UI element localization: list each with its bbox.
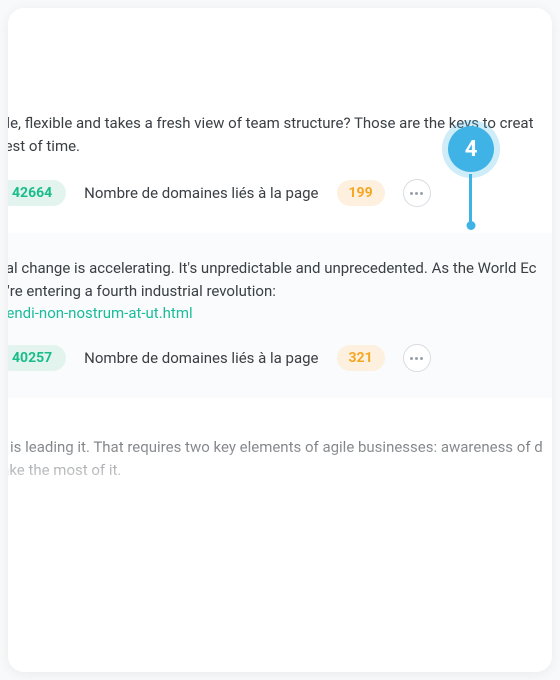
count-pill-green: 40257	[8, 345, 66, 371]
entry-line1: ble, flexible and takes a fresh view of …	[8, 114, 534, 132]
step-connector	[469, 174, 472, 226]
result-entry: cal change is accelerating. It's unpredi…	[8, 233, 552, 398]
count-pill-green: 42664	[8, 180, 66, 206]
count-pill-orange: 321	[337, 345, 385, 371]
entry-line1: n is leading it. That requires two key e…	[8, 438, 543, 456]
meta-label: Nombre de domaines liés à la page	[84, 184, 318, 202]
step-badge: 4	[448, 126, 494, 172]
entry-line1: cal change is accelerating. It's unpredi…	[8, 259, 536, 277]
entry-text: n is leading it. That requires two key e…	[8, 408, 552, 481]
more-button[interactable]	[403, 344, 431, 372]
meta-row: 40257 Nombre de domaines liés à la page …	[8, 322, 552, 376]
step-number: 4	[465, 137, 478, 162]
meta-label: Nombre de domaines liés à la page	[84, 349, 318, 367]
more-icon	[410, 192, 423, 195]
count-pill-orange: 199	[337, 180, 385, 206]
entry-line2: make the most of it.	[8, 459, 552, 482]
result-entry: n is leading it. That requires two key e…	[8, 398, 552, 503]
more-button[interactable]	[403, 179, 431, 207]
content-area: ble, flexible and takes a fresh view of …	[8, 8, 552, 672]
more-icon	[410, 357, 423, 360]
entry-text: cal change is accelerating. It's unpredi…	[8, 243, 552, 302]
card-container: ble, flexible and takes a fresh view of …	[8, 8, 552, 672]
entry-line2: we're entering a fourth industrial revol…	[8, 280, 552, 303]
entry-link[interactable]: gendi-non-nostrum-at-ut.html	[8, 302, 552, 322]
